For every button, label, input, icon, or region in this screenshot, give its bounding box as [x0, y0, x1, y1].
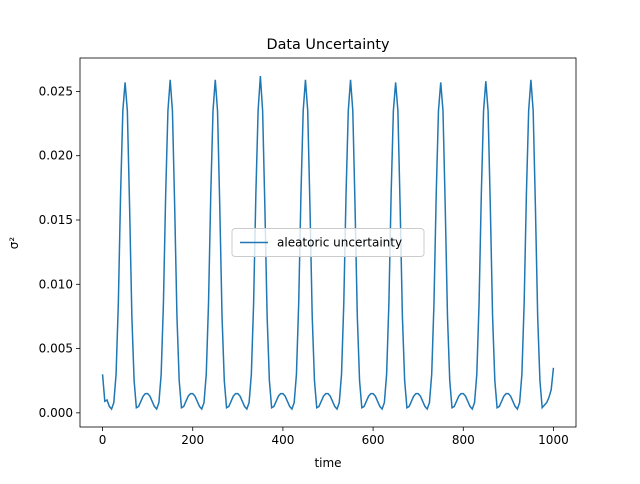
y-tick-label: 0.020: [39, 149, 73, 163]
x-tick-label: 1000: [538, 433, 569, 447]
x-tick-label: 0: [99, 433, 107, 447]
y-tick-label: 0.005: [39, 342, 73, 356]
y-tick-label: 0.025: [39, 84, 73, 98]
data-line: [101, 75, 555, 411]
legend-label: aleatoric uncertainty: [277, 236, 402, 250]
y-tick-label: 0.000: [39, 406, 73, 420]
x-tick-label: 800: [452, 433, 475, 447]
legend-box: [231, 228, 425, 257]
x-tick-label: 200: [181, 433, 204, 447]
y-tick-label: 0.015: [39, 213, 73, 227]
legend: aleatoric uncertainty: [231, 228, 425, 257]
x-tick-label: 600: [362, 433, 385, 447]
chart-title: Data Uncertainty: [266, 37, 389, 53]
y-axis-label: σ²: [7, 237, 21, 250]
x-tick-label: 400: [271, 433, 294, 447]
y-tick-label: 0.010: [39, 277, 73, 291]
plot-frame: [79, 57, 577, 428]
x-axis-label: time: [314, 456, 341, 470]
